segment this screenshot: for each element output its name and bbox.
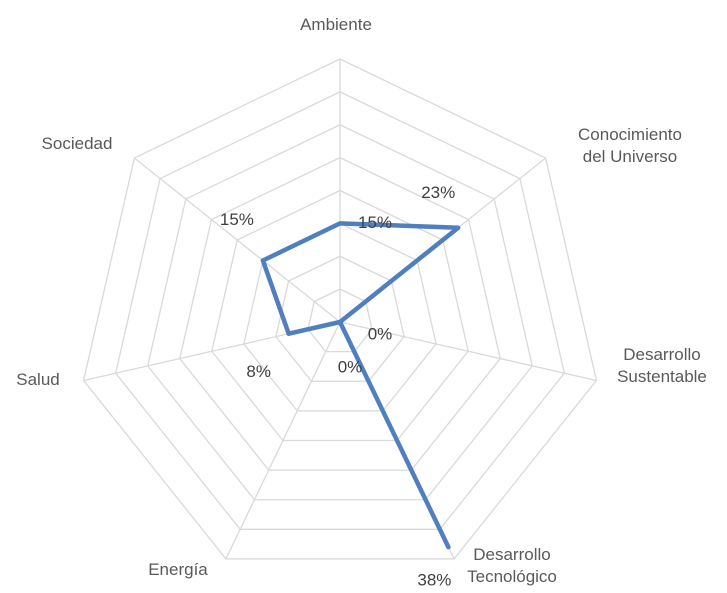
data-label: 23% (421, 183, 455, 202)
spoke (339, 321, 597, 382)
data-label: 8% (246, 362, 271, 381)
category-label: Ambiente (300, 15, 372, 34)
grid-ring (211, 189, 469, 442)
grid-ring (275, 255, 405, 382)
category-label: Energía (148, 560, 208, 579)
data-label: 15% (220, 210, 254, 229)
category-label: Salud (16, 370, 60, 389)
grid-ring (243, 222, 437, 412)
category-label: Desarrollo Sustentable (617, 345, 707, 386)
category-label: Sociedad (41, 134, 113, 153)
data-label: 15% (358, 213, 392, 232)
series-line (260, 221, 461, 550)
data-label: 38% (417, 571, 451, 590)
spoke (225, 321, 341, 560)
category-label: Conocimiento del Universo (578, 125, 682, 166)
data-label: 0% (338, 357, 363, 376)
category-label: Desarrollo Tecnológico (467, 545, 557, 586)
spoke (133, 157, 341, 323)
grid-ring (146, 124, 534, 501)
grid-ring (307, 288, 373, 353)
grid-ring (179, 156, 501, 471)
grid-ring (82, 58, 598, 560)
grid-ring (114, 91, 566, 530)
data-label: 0% (368, 324, 393, 343)
